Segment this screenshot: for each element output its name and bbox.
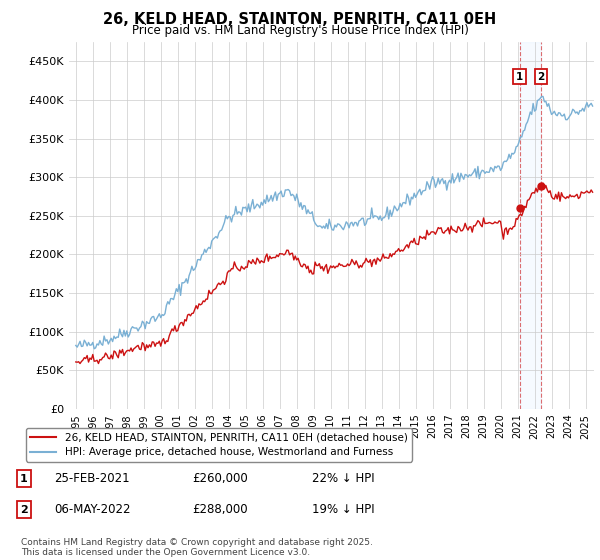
Text: 1: 1 bbox=[516, 72, 523, 82]
Bar bbox=[520, 42, 541, 409]
Text: 26, KELD HEAD, STAINTON, PENRITH, CA11 0EH: 26, KELD HEAD, STAINTON, PENRITH, CA11 0… bbox=[103, 12, 497, 27]
Text: 06-MAY-2022: 06-MAY-2022 bbox=[54, 503, 131, 516]
Text: £260,000: £260,000 bbox=[192, 472, 248, 486]
Legend: 26, KELD HEAD, STAINTON, PENRITH, CA11 0EH (detached house), HPI: Average price,: 26, KELD HEAD, STAINTON, PENRITH, CA11 0… bbox=[26, 428, 412, 461]
Text: Contains HM Land Registry data © Crown copyright and database right 2025.
This d: Contains HM Land Registry data © Crown c… bbox=[21, 538, 373, 557]
Text: £288,000: £288,000 bbox=[192, 503, 248, 516]
Text: 1: 1 bbox=[20, 474, 28, 484]
Text: 2: 2 bbox=[537, 72, 544, 82]
Text: 19% ↓ HPI: 19% ↓ HPI bbox=[312, 503, 374, 516]
Text: Price paid vs. HM Land Registry's House Price Index (HPI): Price paid vs. HM Land Registry's House … bbox=[131, 24, 469, 36]
Text: 2: 2 bbox=[20, 505, 28, 515]
Text: 25-FEB-2021: 25-FEB-2021 bbox=[54, 472, 130, 486]
Text: 22% ↓ HPI: 22% ↓ HPI bbox=[312, 472, 374, 486]
